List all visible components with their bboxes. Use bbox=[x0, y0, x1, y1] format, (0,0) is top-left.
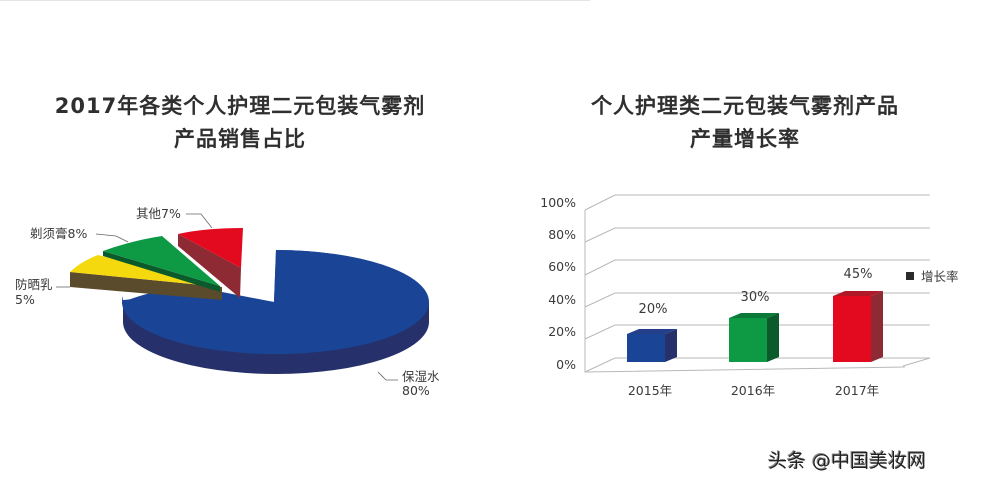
y-tick-20: 20% bbox=[548, 324, 576, 339]
pie-title-line1: 2017年各类个人护理二元包装气雾剂 bbox=[54, 94, 426, 118]
pie-label-sunscreen-name: 防晒乳 bbox=[15, 277, 53, 292]
bar-chart-title: 个人护理类二元包装气雾剂产品 产量增长率 bbox=[530, 90, 960, 156]
y-tick-0: 0% bbox=[556, 357, 576, 372]
pie-title-line2: 产品销售占比 bbox=[174, 127, 306, 151]
y-tick-60: 60% bbox=[548, 259, 576, 274]
pie-slice-shave bbox=[103, 236, 220, 286]
legend-swatch bbox=[906, 272, 914, 280]
bar-title-line1: 个人护理类二元包装气雾剂产品 bbox=[591, 94, 899, 118]
legend-label: 增长率 bbox=[921, 269, 959, 284]
pie-label-other: 其他7% bbox=[136, 206, 181, 221]
bar-2017 bbox=[833, 291, 883, 362]
value-label-2016: 30% bbox=[740, 290, 770, 305]
bar-2016 bbox=[729, 313, 779, 362]
value-label-2017: 45% bbox=[843, 267, 873, 282]
pie-slice-other bbox=[178, 228, 243, 268]
bar-2015 bbox=[627, 329, 677, 362]
pie-slice-other-side bbox=[178, 234, 241, 298]
y-tick-80: 80% bbox=[548, 227, 576, 242]
bar-title-line2: 产量增长率 bbox=[690, 127, 800, 151]
y-tick-40: 40% bbox=[548, 292, 576, 307]
pie-label-shave: 剃须膏8% bbox=[30, 226, 88, 241]
pie-slice-sunscreen-side bbox=[70, 272, 222, 300]
bar-legend: 增长率 bbox=[906, 266, 959, 285]
pie-chart-title: 2017年各类个人护理二元包装气雾剂 产品销售占比 bbox=[20, 90, 460, 156]
pie-label-moisturizer-pct: 80% bbox=[402, 383, 430, 398]
top-divider bbox=[0, 0, 590, 1]
value-label-2015: 20% bbox=[638, 302, 668, 317]
y-tick-100: 100% bbox=[540, 195, 576, 210]
x-label-2017: 2017年 bbox=[834, 383, 880, 398]
x-label-2016: 2016年 bbox=[730, 383, 776, 398]
pie-slice-shave-side bbox=[103, 251, 220, 292]
pie-label-sunscreen-pct: 5% bbox=[15, 292, 35, 307]
pie-label-moisturizer-name: 保湿水 bbox=[402, 369, 440, 384]
x-label-2015: 2015年 bbox=[627, 383, 673, 398]
watermark: 头条 @中国美妆网 bbox=[768, 450, 927, 472]
